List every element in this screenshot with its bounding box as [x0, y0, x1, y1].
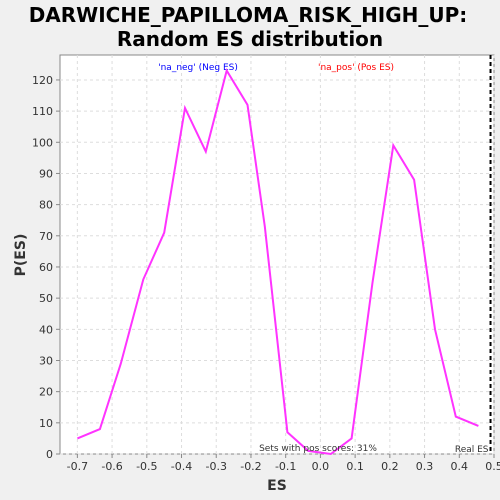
x-tick-label: -0.6 — [101, 460, 122, 473]
x-tick-label: -0.4 — [171, 460, 192, 473]
y-tick-label: 50 — [39, 292, 53, 305]
x-tick-label: 0.3 — [416, 460, 434, 473]
y-tick-label: 60 — [39, 261, 53, 274]
y-tick-label: 90 — [39, 167, 53, 180]
axis-ticks: -0.7 -0.6 -0.5 -0.4 -0.3 -0.2 -0.1 0.0 0.1 0.2 0.3… — [32, 74, 500, 473]
y-axis-title: P(ES) — [13, 234, 29, 277]
chart-title-line2: Random ES distribution — [117, 27, 383, 51]
y-tick-label: 100 — [32, 136, 53, 149]
y-tick-label: 20 — [39, 386, 53, 399]
pos-scores-text: Sets with pos scores: 31% — [259, 444, 377, 454]
y-tick-label: 30 — [39, 354, 53, 367]
pos-es-label: 'na_pos' (Pos ES) — [318, 63, 394, 73]
x-tick-label: 0.2 — [381, 460, 399, 473]
x-tick-label: -0.1 — [275, 460, 296, 473]
neg-es-label: 'na_neg' (Neg ES) — [158, 63, 238, 73]
x-tick-label: 0.5 — [485, 460, 500, 473]
real-es-label: Real ES — [455, 445, 489, 455]
y-tick-label: 70 — [39, 230, 53, 243]
plot-area — [59, 54, 495, 455]
x-tick-label: 0.4 — [451, 460, 469, 473]
es-distribution-line — [77, 68, 479, 456]
y-tick-label: 120 — [32, 74, 53, 87]
y-tick-label: 80 — [39, 199, 53, 212]
x-tick-label: -0.5 — [136, 460, 157, 473]
y-tick-label: 40 — [39, 323, 53, 336]
x-tick-label: -0.7 — [67, 460, 88, 473]
x-tick-label: 0.0 — [312, 460, 330, 473]
x-tick-label: 0.1 — [346, 460, 364, 473]
x-tick-label: -0.2 — [240, 460, 261, 473]
x-tick-label: -0.3 — [206, 460, 227, 473]
y-tick-label: 10 — [39, 417, 53, 430]
y-tick-label: 0 — [46, 448, 53, 461]
y-tick-label: 110 — [32, 105, 53, 118]
x-axis-title: ES — [267, 478, 287, 494]
chart-title-line1: DARWICHE_PAPILLOMA_RISK_HIGH_UP: — [29, 3, 468, 27]
